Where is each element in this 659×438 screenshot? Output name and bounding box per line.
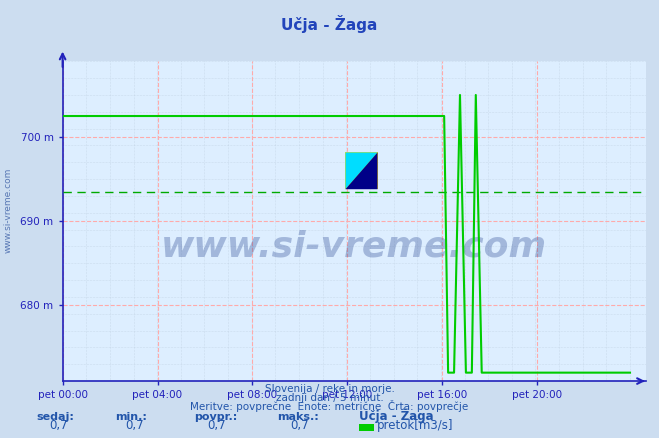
Text: 0,7: 0,7 bbox=[290, 419, 308, 432]
Text: zadnji dan / 5 minut.: zadnji dan / 5 minut. bbox=[275, 393, 384, 403]
Text: www.si-vreme.com: www.si-vreme.com bbox=[161, 230, 547, 264]
Text: pretok[m3/s]: pretok[m3/s] bbox=[377, 419, 453, 432]
Text: povpr.:: povpr.: bbox=[194, 412, 238, 422]
Bar bbox=[345, 152, 378, 189]
Text: sedaj:: sedaj: bbox=[36, 412, 74, 422]
Text: Slovenija / reke in morje.: Slovenija / reke in morje. bbox=[264, 384, 395, 394]
Text: Učja - Žaga: Učja - Žaga bbox=[359, 408, 434, 423]
Text: 0,7: 0,7 bbox=[49, 419, 68, 432]
Polygon shape bbox=[345, 152, 378, 189]
Text: maks.:: maks.: bbox=[277, 412, 318, 422]
Text: www.si-vreme.com: www.si-vreme.com bbox=[3, 168, 13, 253]
Polygon shape bbox=[345, 152, 378, 189]
Text: Meritve: povprečne  Enote: metrične  Črta: povprečje: Meritve: povprečne Enote: metrične Črta:… bbox=[190, 399, 469, 412]
Text: min.:: min.: bbox=[115, 412, 147, 422]
Text: 0,7: 0,7 bbox=[125, 419, 144, 432]
Text: Učja - Žaga: Učja - Žaga bbox=[281, 15, 378, 33]
Text: 0,7: 0,7 bbox=[208, 419, 226, 432]
